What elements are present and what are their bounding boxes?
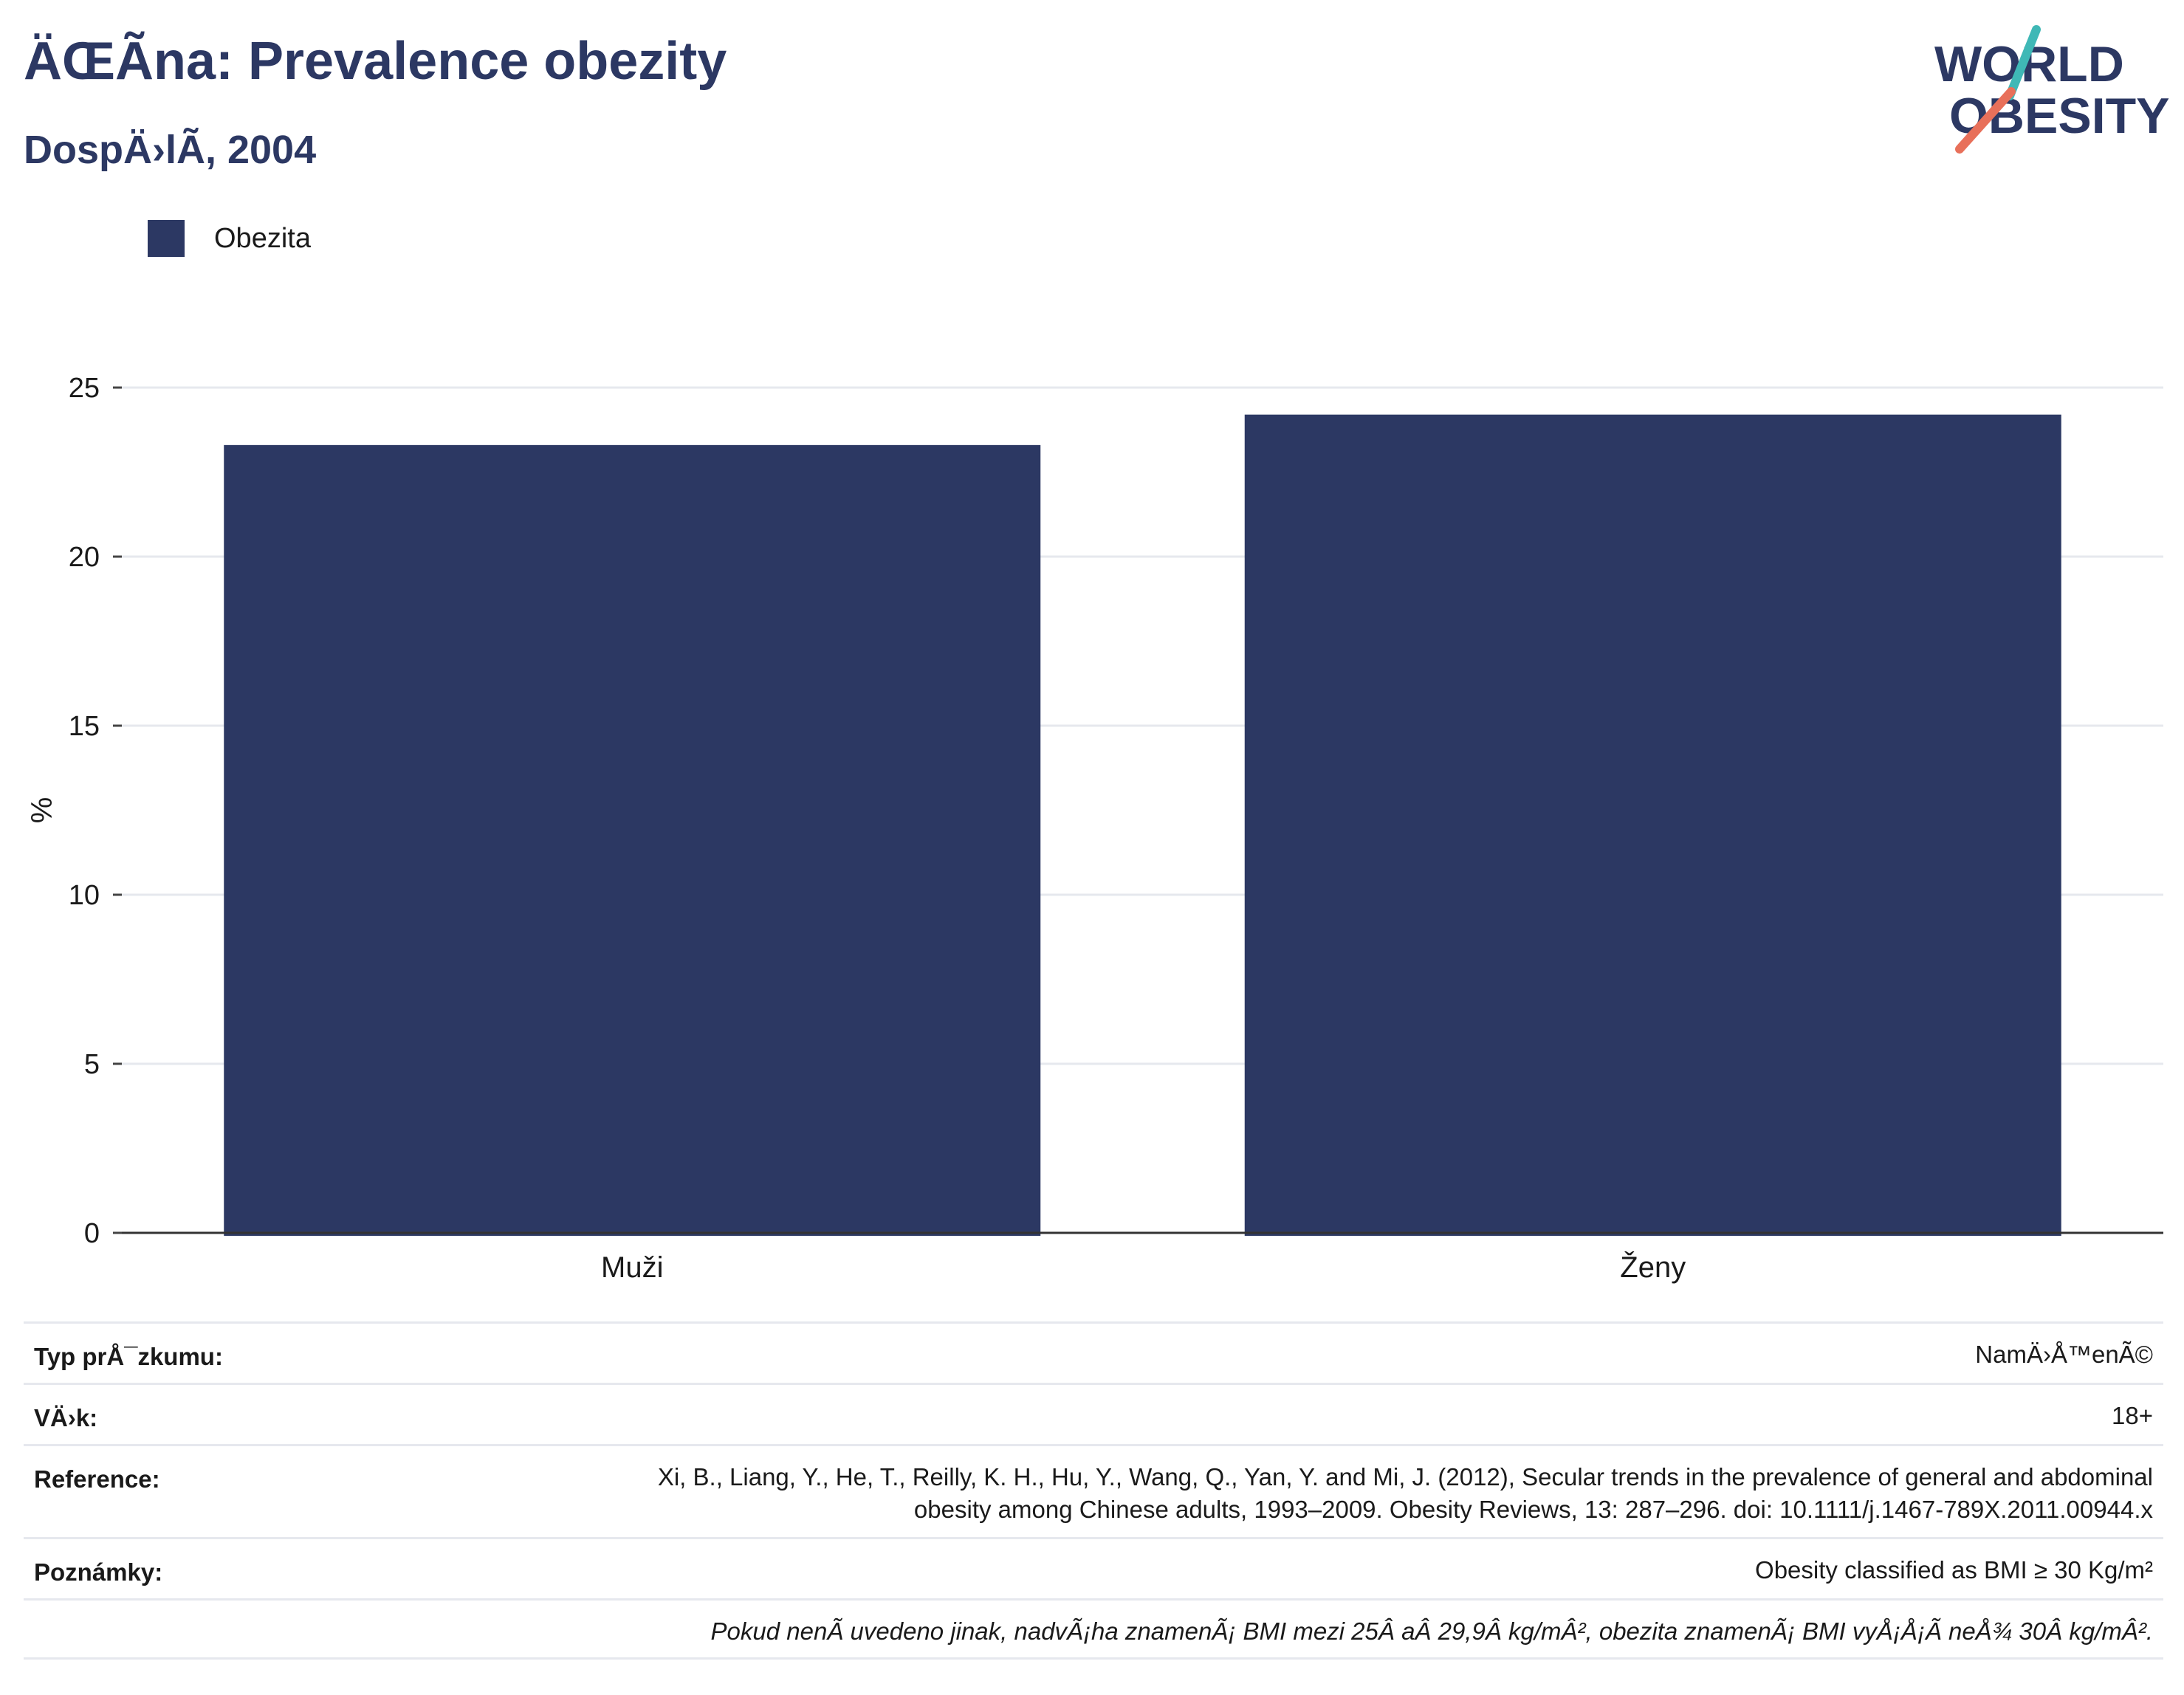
info-row-footnote: Pokud nenÃ­ uvedeno jinak, nadvÃ¡ha znam… <box>24 1598 2163 1660</box>
chart-title: ÄŒÃ­na: Prevalence obezity <box>24 32 727 91</box>
y-tick-label-3: 15 <box>69 711 100 742</box>
notes-label: Poznámky: <box>34 1558 163 1586</box>
bars <box>224 414 2061 1236</box>
bar-chart: 0 5 10 15 20 25 Muži Ženy% <box>26 373 2163 1284</box>
info-row-notes: Poznámky: Obesity classified as BMI ≥ 30… <box>24 1537 2163 1598</box>
info-row-reference: Reference: Xi, B., Liang, Y., He, T., Re… <box>24 1444 2163 1537</box>
axes: 0 5 10 15 20 25 Muži Ženy% <box>26 373 2163 1284</box>
footnote: Pokud nenÃ­ uvedeno jinak, nadvÃ¡ha znam… <box>710 1617 2153 1645</box>
logo-slash-teal <box>2005 25 2041 100</box>
reference-line-2: obesity among Chinese adults, 1993–2009.… <box>913 1496 2153 1523</box>
legend-swatch-obezita[interactable] <box>148 220 185 257</box>
legend-label-obezita: Obezita <box>214 223 311 254</box>
bar-0[interactable] <box>224 444 1041 1236</box>
bar-1[interactable] <box>1244 414 2061 1236</box>
survey-type-value: NamÄ›Å™enÃ© <box>1975 1341 2153 1368</box>
world-obesity-logo: WORLD OBESITY <box>1934 25 2170 154</box>
logo-slash-coral <box>1955 87 2016 154</box>
survey-type-label: Typ prÅ¯zkumu: <box>34 1343 223 1370</box>
x-tick-label-1: Ženy <box>1620 1251 1686 1284</box>
chart-subtitle: DospÄ›lÃ­, 2004 <box>24 128 317 172</box>
info-row-survey-type: Typ prÅ¯zkumu: NamÄ›Å™enÃ© <box>24 1321 2163 1383</box>
notes-value: Obesity classified as BMI ≥ 30 Kg/m² <box>1755 1556 2153 1584</box>
y-tick-label-0: 0 <box>84 1218 100 1249</box>
x-tick-label-0: Muži <box>601 1251 663 1284</box>
age-label: VÄ›k: <box>34 1404 98 1431</box>
info-row-age: VÄ›k: 18+ <box>24 1383 2163 1444</box>
info-table: Typ prÅ¯zkumu: NamÄ›Å™enÃ© VÄ›k: 18+ Ref… <box>24 1321 2163 1660</box>
y-tick-label-2: 10 <box>69 880 100 911</box>
reference-line-1: Xi, B., Liang, Y., He, T., Reilly, K. H.… <box>657 1463 2153 1491</box>
age-value: 18+ <box>2112 1402 2153 1429</box>
y-tick-label-4: 20 <box>69 542 100 573</box>
svg-text:OBESITY: OBESITY <box>1949 88 2170 144</box>
y-axis-label: % <box>26 797 58 824</box>
reference-value: Xi, B., Liang, Y., He, T., Reilly, K. H.… <box>658 1461 2153 1526</box>
y-tick-label-5: 25 <box>69 373 100 404</box>
reference-label: Reference: <box>34 1465 160 1493</box>
y-tick-label-1: 5 <box>84 1049 100 1080</box>
